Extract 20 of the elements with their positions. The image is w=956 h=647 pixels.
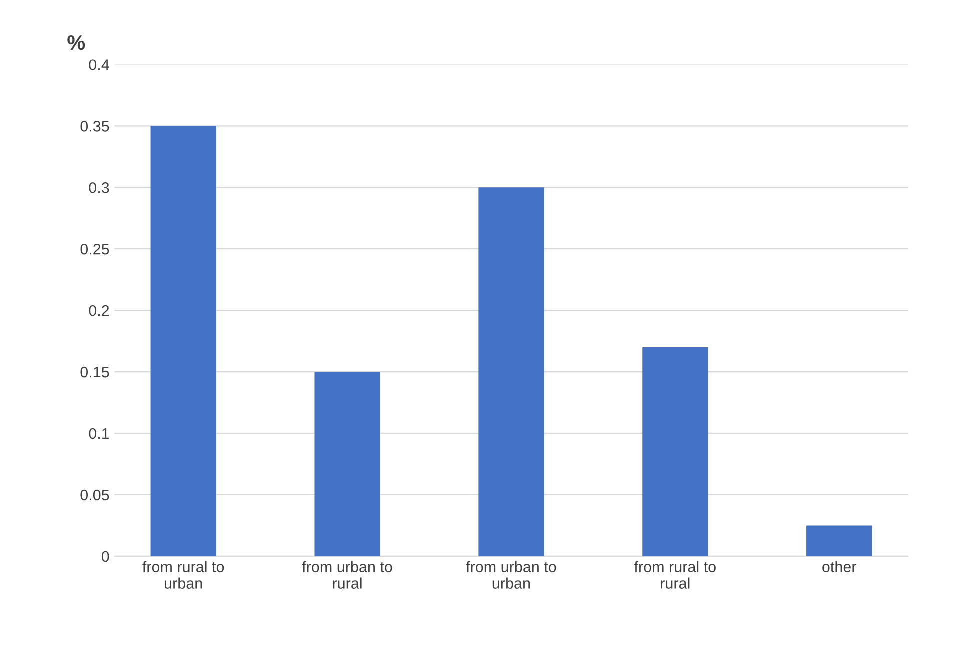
y-axis-title: %: [68, 35, 86, 50]
y-tick-label: 0.3: [89, 182, 110, 194]
bar: [806, 526, 872, 556]
y-tick-label: 0.15: [80, 366, 110, 378]
x-tick-label: other: [822, 561, 857, 573]
y-tick-label: 0.2: [89, 305, 110, 316]
y-tick-label: 0: [102, 551, 110, 562]
y-tick-label: 0.35: [80, 121, 110, 132]
x-tick-label: from rural to rural: [634, 561, 716, 589]
x-tick-label: from rural to urban: [142, 561, 224, 589]
y-tick-label: 0.25: [80, 244, 110, 255]
bar: [314, 372, 380, 556]
x-tick-label: from urban to urban: [466, 561, 556, 589]
bar: [150, 126, 216, 556]
y-tick-label: 0.1: [89, 428, 110, 440]
bar: [478, 188, 544, 556]
y-tick-label: 0.05: [80, 490, 110, 501]
y-tick-label: 0.4: [89, 60, 110, 70]
bar: [642, 347, 708, 556]
x-tick-label: from urban to rural: [302, 561, 392, 589]
